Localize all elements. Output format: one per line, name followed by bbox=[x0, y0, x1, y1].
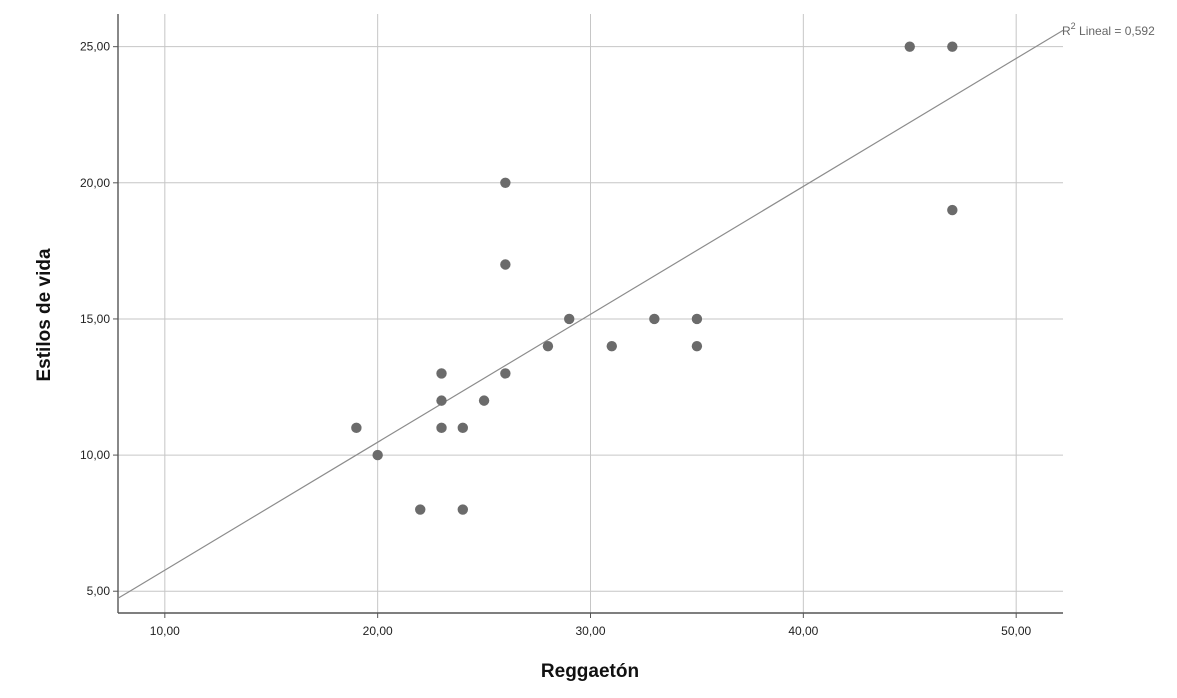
data-point bbox=[436, 422, 447, 434]
data-point bbox=[500, 259, 511, 270]
tick-labels: 10,00 20,00 30,00 40,00 50,00 5,00 10,00 15,00 2… bbox=[80, 40, 1032, 638]
x-tick-label: 40,00 bbox=[788, 624, 818, 638]
gridlines bbox=[118, 14, 1063, 613]
x-tick-label: 10,00 bbox=[150, 624, 180, 638]
y-tick-label: 20,00 bbox=[80, 176, 110, 190]
data-point bbox=[415, 504, 426, 515]
fit-line-group bbox=[117, 29, 1064, 599]
data-point bbox=[691, 313, 703, 325]
r-squared-label: R2 Lineal = 0,592 bbox=[1062, 21, 1155, 38]
data-points bbox=[351, 41, 958, 515]
y-tick-label: 5,00 bbox=[87, 584, 111, 598]
x-axis-title: Reggaetón bbox=[541, 661, 639, 682]
y-axis-title: Estilos de vida bbox=[34, 248, 55, 381]
data-point bbox=[457, 504, 468, 515]
data-point bbox=[649, 313, 660, 325]
data-point bbox=[947, 41, 958, 52]
data-point bbox=[436, 395, 447, 406]
data-point bbox=[500, 177, 511, 189]
data-point bbox=[436, 368, 447, 379]
data-point bbox=[691, 340, 703, 352]
axes bbox=[113, 14, 1063, 618]
data-point bbox=[500, 368, 511, 379]
data-point bbox=[606, 340, 617, 352]
data-point bbox=[457, 422, 468, 434]
y-tick-label: 15,00 bbox=[80, 312, 110, 326]
data-point bbox=[351, 422, 362, 434]
data-point bbox=[904, 41, 915, 52]
fit-line bbox=[117, 29, 1064, 599]
x-tick-label: 30,00 bbox=[575, 624, 605, 638]
y-tick-label: 25,00 bbox=[80, 40, 110, 54]
data-point bbox=[947, 204, 958, 216]
x-tick-label: 20,00 bbox=[363, 624, 393, 638]
x-tick-label: 50,00 bbox=[1001, 624, 1031, 638]
data-point bbox=[478, 395, 490, 406]
data-point bbox=[372, 449, 383, 461]
data-point bbox=[542, 340, 554, 352]
y-tick-label: 10,00 bbox=[80, 448, 110, 462]
data-point bbox=[564, 313, 575, 325]
